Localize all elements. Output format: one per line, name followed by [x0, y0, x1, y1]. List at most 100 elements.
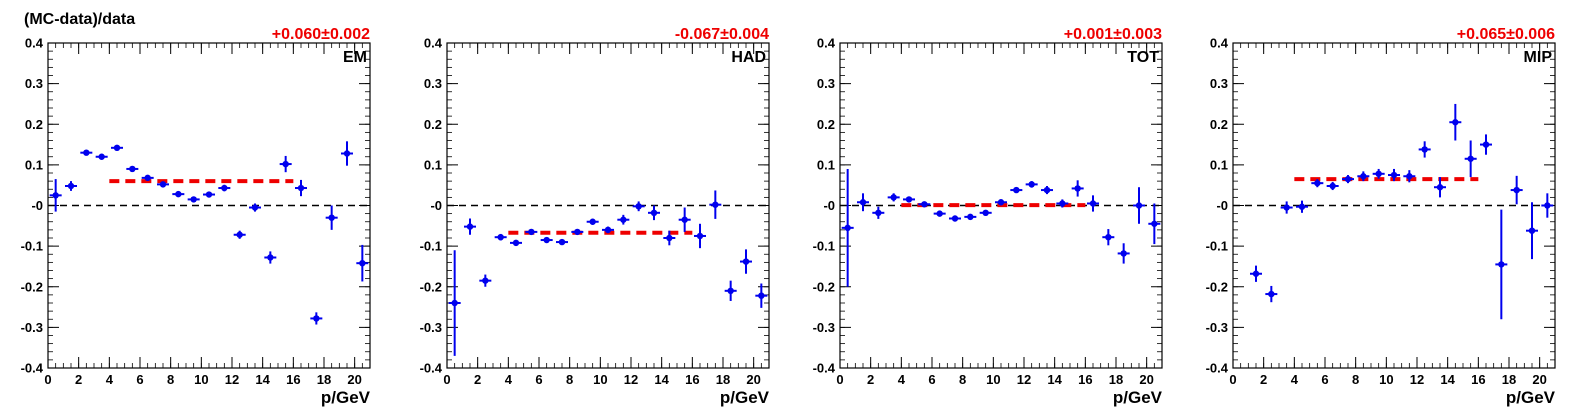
x-tick-label: 18: [317, 372, 331, 387]
data-point: [1296, 200, 1308, 213]
x-tick-label: 8: [1352, 372, 1359, 387]
x-tick-label: 18: [716, 372, 730, 387]
point-marker: [758, 292, 765, 299]
point-marker: [604, 226, 612, 234]
y-tick-label: 0.4: [424, 36, 443, 51]
panel-label: MIP: [1524, 49, 1553, 66]
y-axis-title: (MC-data)/data: [24, 11, 135, 28]
data-point: [755, 283, 768, 308]
x-axis-title: p/GeV: [1506, 388, 1556, 407]
data-point: [510, 239, 522, 247]
data-point: [80, 149, 93, 156]
y-tick-label: -0.1: [813, 239, 835, 254]
data-point: [325, 205, 338, 230]
data-point: [1148, 203, 1161, 245]
x-tick-label: 4: [1291, 372, 1299, 387]
point-marker: [83, 149, 90, 156]
x-tick-label: 16: [286, 372, 300, 387]
data-point: [525, 228, 538, 236]
data-point: [857, 193, 869, 212]
point-marker: [650, 209, 658, 217]
y-tick-label: 0.4: [1210, 36, 1229, 51]
data-point: [1357, 171, 1370, 182]
point-marker: [742, 258, 750, 265]
point-marker: [221, 184, 228, 192]
data-point: [540, 236, 553, 244]
y-tick-label: -0: [1216, 198, 1228, 213]
point-marker: [1360, 173, 1367, 180]
y-tick-label: -0: [31, 198, 43, 213]
point-marker: [1252, 270, 1260, 277]
point-marker: [1390, 171, 1398, 179]
x-tick-label: 12: [1017, 372, 1031, 387]
y-tick-label: 0.1: [1210, 157, 1228, 172]
y-tick-label: 0.3: [424, 76, 442, 91]
data-point: [1372, 168, 1385, 179]
point-marker: [98, 153, 105, 160]
point-marker: [267, 254, 274, 261]
y-tick-label: -0.1: [21, 239, 43, 254]
point-marker: [129, 165, 136, 173]
x-tick-label: 6: [928, 372, 935, 387]
point-marker: [1528, 227, 1536, 234]
y-tick-label: 0.2: [25, 117, 43, 132]
point-marker: [666, 234, 673, 242]
data-point: [1280, 201, 1293, 214]
x-tick-label: 10: [986, 372, 1000, 387]
y-tick-label: -0.1: [1206, 239, 1228, 254]
data-point: [1102, 229, 1115, 246]
x-tick-label: 12: [225, 372, 239, 387]
x-tick-label: 20: [746, 372, 760, 387]
point-marker: [251, 204, 259, 211]
point-marker: [67, 182, 75, 190]
point-marker: [512, 239, 520, 247]
panel-label: TOT: [1127, 49, 1159, 66]
data-point: [1133, 187, 1145, 224]
data-point: [479, 274, 492, 287]
data-point: [264, 251, 277, 264]
x-tick-label: 6: [535, 372, 542, 387]
point-marker: [1406, 173, 1413, 180]
point-marker: [1452, 119, 1459, 126]
x-axis-title: p/GeV: [720, 388, 770, 407]
point-marker: [343, 150, 351, 157]
y-tick-label: -0.3: [420, 320, 442, 335]
point-marker: [905, 196, 913, 203]
point-marker: [328, 214, 335, 221]
point-marker: [1074, 185, 1081, 192]
x-tick-label: 4: [106, 372, 114, 387]
y-tick-label: 0.1: [817, 157, 835, 172]
point-marker: [190, 196, 197, 203]
data-point: [571, 228, 584, 236]
data-point: [632, 201, 645, 212]
point-marker: [52, 192, 59, 199]
x-tick-label: 16: [685, 372, 699, 387]
data-point: [887, 193, 900, 202]
fit-result-text: +0.060±0.002: [272, 26, 370, 43]
point-marker: [574, 228, 581, 236]
y-tick-label: -0.2: [813, 279, 835, 294]
panel-tot: -0.4 -0.3 -0.2 -0.1 -0 0.1 0.2 0.3 0.4 0 2 4 6 8 10 12 1…: [813, 26, 1163, 407]
data-point: [279, 155, 292, 173]
point-marker: [844, 224, 851, 232]
x-tick-label: 2: [75, 372, 82, 387]
x-axis-title: p/GeV: [321, 388, 371, 407]
data-point: [95, 153, 108, 160]
point-marker: [696, 232, 704, 240]
point-marker: [1135, 202, 1143, 209]
point-marker: [1120, 250, 1127, 257]
data-point: [310, 312, 323, 325]
panel-em: -0.4 -0.3 -0.2 -0.1 -0 0.1 0.2 0.3 0.4 0 2 4 6 8 10 12 1…: [21, 26, 371, 407]
point-marker: [528, 228, 535, 236]
data-point: [1403, 170, 1416, 183]
x-tick-label: 6: [1321, 372, 1328, 387]
y-tick-label: 0.1: [25, 157, 43, 172]
x-tick-label: 14: [255, 372, 270, 387]
x-tick-label: 20: [1139, 372, 1153, 387]
point-marker: [297, 184, 305, 192]
panel-had: -0.4 -0.3 -0.2 -0.1 -0 0.1 0.2 0.3 0.4 0 2 4 6 8 10 12 1…: [420, 26, 770, 407]
point-marker: [1314, 179, 1321, 187]
x-tick-label: 14: [1440, 372, 1455, 387]
point-marker: [359, 259, 366, 267]
x-tick-label: 2: [1260, 372, 1267, 387]
